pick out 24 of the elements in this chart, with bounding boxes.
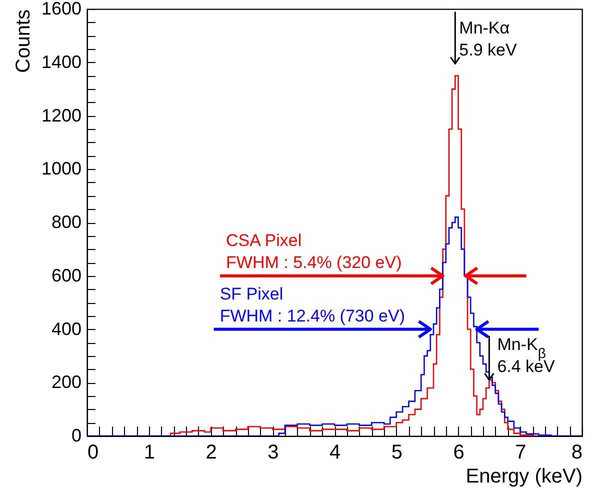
x-tick-label: 7	[515, 442, 526, 464]
y-tick-label: 800	[51, 212, 82, 232]
x-tick-label: 8	[571, 442, 582, 464]
y-tick-label: 0	[71, 426, 82, 446]
x-tick-label: 2	[206, 442, 217, 464]
annotation: SF Pixel FWHM : 12.4% (730 eV)	[220, 284, 406, 326]
y-tick-label: 1200	[41, 105, 82, 126]
annotation: Mn-K$_{β}$ 6.4 keV	[497, 334, 556, 376]
y-tick-label: 1400	[41, 52, 82, 72]
y-tick-label: 400	[51, 318, 82, 339]
x-tick-label: 3	[268, 442, 279, 464]
y-tick-label: 600	[51, 265, 82, 286]
x-tick-label: 6	[453, 442, 464, 464]
annotation: CSA Pixel FWHM : 5.4% (320 eV)	[226, 230, 402, 272]
y-axis-title: Counts	[12, 10, 34, 73]
x-tick-label: 1	[144, 442, 155, 464]
x-tick-label: 0	[88, 442, 99, 464]
y-tick-label: 200	[51, 372, 82, 392]
x-tick-label: 4	[329, 442, 341, 464]
annotation: Mn-Kα 5.9 keV	[459, 18, 518, 60]
y-tick-label: 1600	[41, 0, 82, 18]
x-axis-title: Energy (keV)	[466, 466, 582, 488]
y-tick-label: 1000	[41, 158, 82, 179]
x-tick-label: 5	[391, 442, 402, 464]
